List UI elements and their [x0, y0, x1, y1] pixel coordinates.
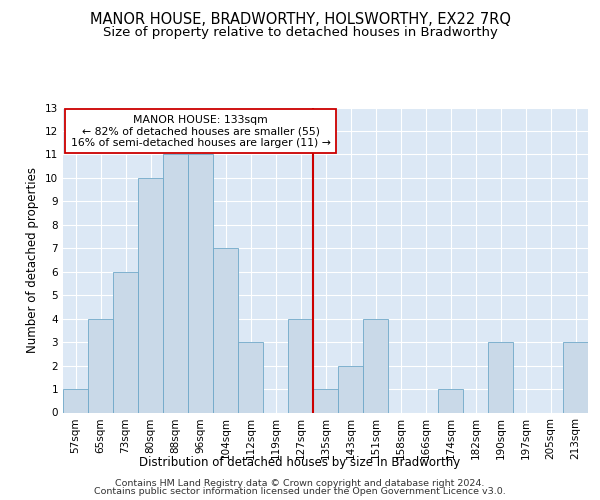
Bar — [238, 342, 263, 412]
Bar — [113, 272, 138, 412]
Bar — [188, 154, 213, 412]
Text: MANOR HOUSE: 133sqm
← 82% of detached houses are smaller (55)
16% of semi-detach: MANOR HOUSE: 133sqm ← 82% of detached ho… — [71, 114, 331, 148]
Text: MANOR HOUSE, BRADWORTHY, HOLSWORTHY, EX22 7RQ: MANOR HOUSE, BRADWORTHY, HOLSWORTHY, EX2… — [89, 12, 511, 28]
Y-axis label: Number of detached properties: Number of detached properties — [26, 167, 40, 353]
Bar — [313, 389, 338, 412]
Text: Contains HM Land Registry data © Crown copyright and database right 2024.: Contains HM Land Registry data © Crown c… — [115, 478, 485, 488]
Bar — [488, 342, 513, 412]
Bar — [63, 389, 88, 412]
Bar — [288, 318, 313, 412]
Bar — [138, 178, 163, 412]
Bar — [213, 248, 238, 412]
Bar — [363, 318, 388, 412]
Text: Distribution of detached houses by size in Bradworthy: Distribution of detached houses by size … — [139, 456, 461, 469]
Bar — [438, 389, 463, 412]
Bar — [88, 318, 113, 412]
Bar — [338, 366, 363, 412]
Text: Contains public sector information licensed under the Open Government Licence v3: Contains public sector information licen… — [94, 487, 506, 496]
Bar — [163, 154, 188, 412]
Text: Size of property relative to detached houses in Bradworthy: Size of property relative to detached ho… — [103, 26, 497, 39]
Bar — [563, 342, 588, 412]
